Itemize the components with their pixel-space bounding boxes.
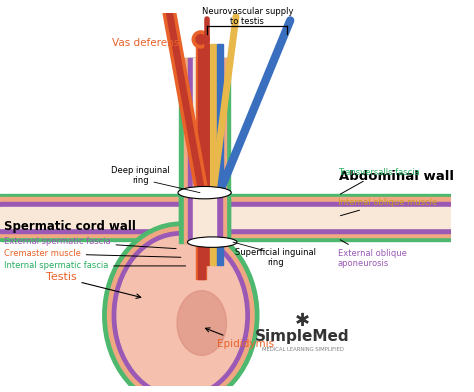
Bar (196, 40, 207, 279)
Text: Deep inguinal
ring: Deep inguinal ring (111, 166, 170, 185)
Circle shape (192, 31, 210, 48)
Bar (0, 194, 451, 241)
Bar (179, 192, 230, 243)
Text: Abdominal wall: Abdominal wall (339, 170, 454, 183)
Ellipse shape (178, 187, 231, 199)
Text: Vas deferens: Vas deferens (112, 38, 179, 48)
Bar (0, 202, 451, 232)
Text: Internal spermatic fascia: Internal spermatic fascia (4, 261, 186, 270)
Text: SimpleMed: SimpleMed (255, 329, 350, 344)
Text: External spermatic fascia: External spermatic fascia (4, 237, 176, 249)
Ellipse shape (112, 232, 249, 392)
Text: MEDICAL LEARNING SIMPLIFIED: MEDICAL LEARNING SIMPLIFIED (262, 347, 344, 352)
Ellipse shape (117, 236, 245, 392)
Text: Cremaster muscle: Cremaster muscle (4, 249, 181, 258)
Bar (198, 40, 205, 279)
Ellipse shape (108, 227, 254, 392)
Text: Superficial inguinal
ring: Superficial inguinal ring (236, 248, 317, 267)
Text: Neurovascular supply
to testis: Neurovascular supply to testis (201, 7, 293, 26)
Circle shape (196, 34, 206, 44)
Text: Spermatic cord wall: Spermatic cord wall (4, 220, 136, 233)
Text: ✱: ✱ (295, 312, 310, 330)
Bar (183, 58, 226, 310)
Text: Transversalls fascia: Transversalls fascia (338, 168, 419, 194)
Text: Epididymis: Epididymis (206, 328, 274, 349)
Bar (0, 207, 451, 228)
Bar (188, 192, 222, 243)
Ellipse shape (177, 290, 227, 356)
Bar (193, 192, 216, 243)
Bar (193, 58, 216, 310)
Bar (179, 58, 230, 310)
Bar (217, 44, 223, 265)
Bar (183, 192, 226, 243)
Bar (0, 198, 451, 238)
Bar (210, 44, 216, 265)
Text: Internal oblique muscle: Internal oblique muscle (338, 198, 437, 216)
Bar (188, 58, 222, 310)
Ellipse shape (187, 237, 237, 247)
Bar (205, 44, 210, 265)
Ellipse shape (103, 222, 259, 392)
Text: Testis: Testis (46, 272, 141, 298)
Text: External oblique
aponeurosis: External oblique aponeurosis (338, 240, 407, 268)
